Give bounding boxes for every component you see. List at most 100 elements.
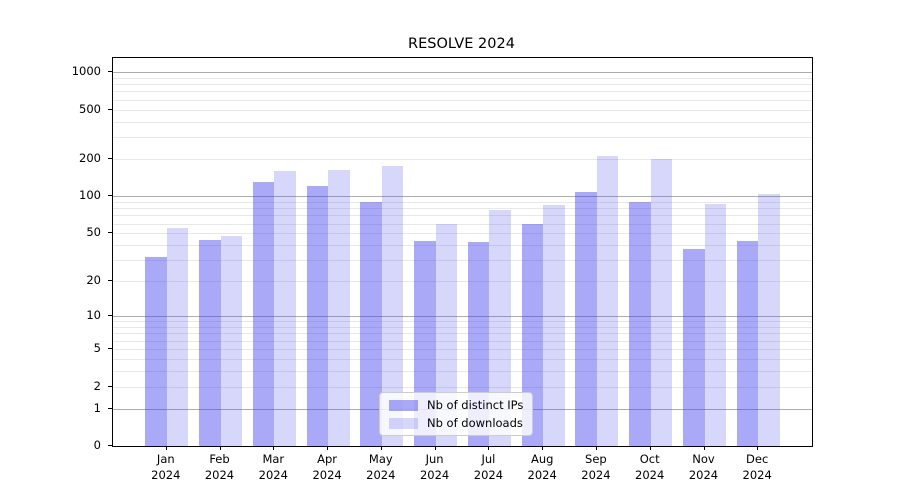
bar-downloads-feb: [220, 236, 242, 446]
legend-swatch: [389, 399, 418, 411]
bar-distinct-ips-sep: [575, 192, 597, 446]
x-tick-mark: [327, 446, 329, 450]
legend-item: Nb of distinct IPs: [389, 398, 523, 412]
y-tick-mark: [108, 385, 112, 387]
x-tick-month: Sep: [585, 452, 607, 466]
x-tick-month: Jun: [425, 452, 444, 466]
x-tick-mark: [219, 446, 221, 450]
x-tick-mark: [380, 446, 382, 450]
y-gridline-major: [113, 72, 812, 73]
bar-downloads-oct: [650, 159, 673, 446]
legend-item: Nb of downloads: [389, 416, 523, 430]
y-gridline-minor: [113, 233, 812, 235]
x-tick-mark: [649, 446, 651, 450]
y-gridline-minor: [113, 327, 812, 329]
y-tick-mark: [108, 407, 112, 409]
y-gridline-major: [113, 316, 812, 318]
y-gridline-major: [113, 196, 812, 198]
x-tick-label: May 2024: [351, 452, 411, 483]
bar-distinct-ips-nov: [683, 249, 705, 446]
y-tick-mark: [108, 315, 112, 317]
y-tick-label: 1000: [71, 64, 101, 78]
y-gridline-minor: [113, 91, 812, 93]
x-tick-year: 2024: [635, 467, 665, 482]
y-gridline-minor: [113, 121, 812, 123]
y-tick-label: 50: [86, 225, 101, 240]
x-tick-label: Sep 2024: [566, 452, 626, 483]
x-tick-month: Apr: [317, 452, 338, 466]
bar-distinct-ips-oct: [629, 201, 651, 446]
bar-downloads-jul: [489, 209, 511, 446]
x-tick-mark: [542, 446, 544, 450]
x-tick-label: Apr 2024: [297, 452, 357, 483]
y-gridline-minor: [113, 99, 812, 101]
y-tick-label: 0: [93, 438, 101, 452]
x-tick-label: Jun 2024: [405, 452, 465, 483]
y-gridline-minor: [113, 245, 812, 246]
y-gridline-minor: [113, 349, 812, 350]
bar-distinct-ips-aug: [521, 223, 544, 446]
x-tick-year: 2024: [419, 467, 450, 482]
legend-label: Nb of distinct IPs: [427, 398, 524, 412]
y-tick-mark: [108, 348, 112, 349]
y-tick-label: 100: [79, 188, 101, 203]
x-tick-month: Jul: [481, 452, 496, 466]
x-tick-label: Aug 2024: [512, 452, 572, 483]
x-tick-month: Oct: [639, 452, 660, 466]
x-tick-month: Nov: [692, 452, 715, 466]
chart-title: RESOLVE 2024: [408, 36, 515, 52]
legend-label: Nb of downloads: [427, 416, 523, 430]
bar-downloads-aug: [543, 204, 565, 446]
x-tick-label: Dec 2024: [727, 452, 787, 483]
y-gridline-minor: [113, 333, 812, 335]
y-gridline-minor: [113, 358, 812, 360]
y-tick-mark: [108, 232, 112, 234]
y-tick-mark: [108, 280, 112, 282]
bar-distinct-ips-dec: [736, 241, 759, 446]
bar-downloads-may: [381, 165, 404, 446]
y-gridline-minor: [113, 260, 812, 262]
y-gridline-minor: [113, 137, 812, 139]
bar-downloads-jun: [435, 223, 458, 446]
y-gridline-minor: [113, 223, 812, 225]
y-gridline-minor: [113, 77, 812, 79]
bar-distinct-ips-jan: [145, 256, 167, 446]
x-tick-month: Dec: [746, 452, 769, 466]
y-tick-mark: [108, 108, 112, 110]
legend-swatch: [389, 417, 418, 429]
x-tick-year: 2024: [151, 467, 181, 482]
bar-downloads-nov: [704, 204, 726, 446]
bar-distinct-ips-apr: [306, 185, 329, 446]
x-tick-year: 2024: [742, 467, 772, 482]
x-tick-mark: [595, 446, 597, 450]
y-gridline-minor: [113, 158, 812, 160]
legend: Nb of distinct IPs Nb of downloads: [379, 392, 534, 436]
y-tick-label: 200: [79, 150, 101, 165]
x-tick-mark: [757, 446, 759, 450]
x-tick-month: Feb: [209, 452, 230, 466]
x-tick-year: 2024: [581, 467, 611, 482]
x-tick-mark: [434, 446, 436, 450]
y-gridline-minor: [113, 371, 812, 372]
x-tick-mark: [703, 446, 705, 450]
y-tick-label: 1: [93, 400, 101, 415]
y-gridline-minor: [113, 386, 812, 388]
bar-downloads-dec: [758, 194, 780, 446]
x-tick-month: Mar: [262, 452, 285, 466]
x-tick-label: Nov 2024: [674, 452, 734, 483]
y-tick-label: 10: [86, 308, 101, 323]
y-gridline-minor: [113, 281, 812, 283]
x-tick-month: Jan: [156, 452, 175, 466]
x-tick-year: 2024: [312, 467, 342, 482]
bar-distinct-ips-mar: [252, 181, 275, 446]
y-gridline-minor: [113, 215, 812, 217]
x-tick-label: Mar 2024: [243, 452, 303, 483]
y-tick-mark: [108, 445, 112, 446]
x-tick-month: May: [368, 452, 393, 466]
bar-downloads-sep: [596, 155, 619, 446]
y-gridline-minor: [113, 321, 812, 323]
x-tick-label: Feb 2024: [190, 452, 250, 483]
bar-downloads-apr: [328, 170, 350, 446]
x-tick-year: 2024: [688, 467, 719, 482]
